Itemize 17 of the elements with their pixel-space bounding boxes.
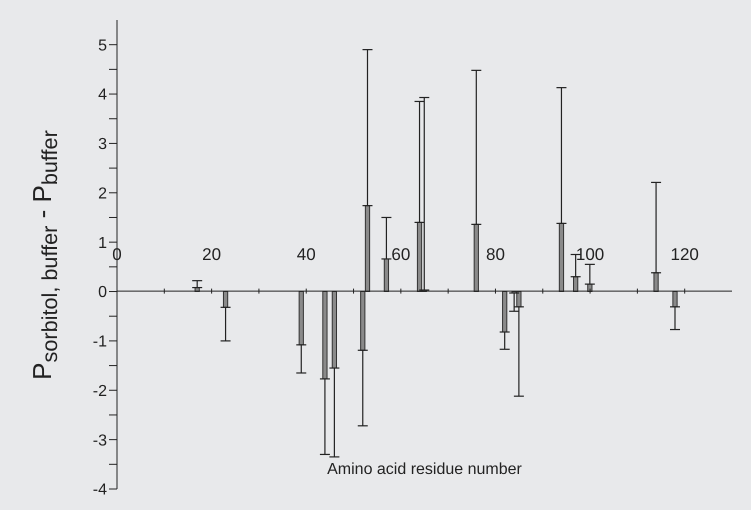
y-tick-label: -2 bbox=[92, 382, 108, 400]
y-tick-label: -3 bbox=[92, 432, 108, 450]
y-tick-label: -4 bbox=[92, 482, 108, 499]
y-tick-label: 3 bbox=[98, 136, 108, 154]
x-tick-label: 60 bbox=[391, 245, 410, 264]
y-tick-label: 5 bbox=[98, 37, 108, 54]
x-tick-label: 100 bbox=[576, 245, 604, 264]
y-tick-label: 1 bbox=[98, 234, 108, 252]
x-axis-title: Amino acid residue number bbox=[326, 461, 523, 479]
y-tick-label: 4 bbox=[98, 86, 108, 104]
y-tick-label: 0 bbox=[98, 284, 108, 302]
x-tick-label: 20 bbox=[202, 245, 222, 264]
x-tick-label: 120 bbox=[670, 245, 699, 264]
x-tick-label: 80 bbox=[486, 245, 505, 264]
y-tick-label: -1 bbox=[92, 334, 108, 351]
x-tick-label: 40 bbox=[296, 245, 316, 264]
y-tick-label: 2 bbox=[98, 185, 108, 202]
